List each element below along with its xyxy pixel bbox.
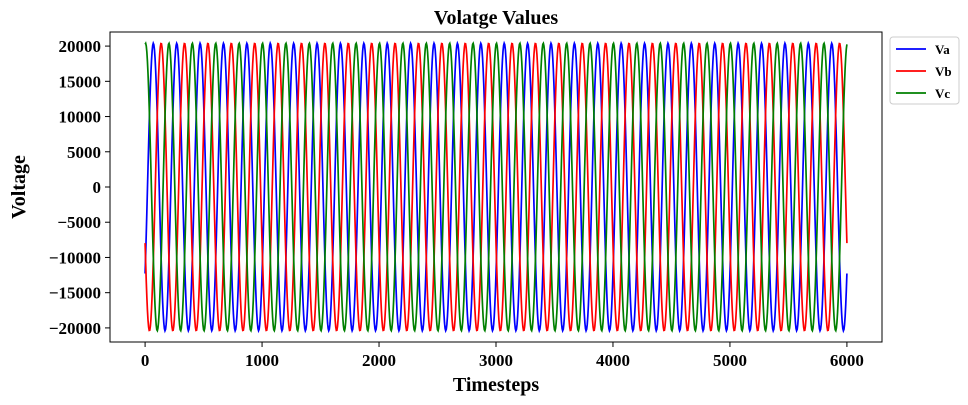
x-tick-label: 1000 <box>245 351 279 370</box>
y-tick-label: 5000 <box>67 143 101 162</box>
y-tick-label: −15000 <box>49 284 101 303</box>
x-tick-label: 4000 <box>596 351 630 370</box>
legend: Va Vb Vc <box>889 36 960 105</box>
x-tick-label: 3000 <box>479 351 513 370</box>
y-tick-label: 15000 <box>59 72 102 91</box>
series-line-vc <box>144 41 848 333</box>
x-axis-label: Timesteps <box>453 374 540 396</box>
y-tick-label: −10000 <box>49 248 101 267</box>
y-tick-label: 10000 <box>59 108 102 127</box>
x-tick-label: 2000 <box>362 351 396 370</box>
y-axis-label: Voltage <box>8 155 30 219</box>
legend-label-vc: Vc <box>935 86 950 101</box>
series-layer <box>144 40 848 334</box>
series-line-va <box>144 40 848 334</box>
y-axis: −20000 −15000 −10000 −5000 0 5000 10000 15000 20… <box>49 37 110 338</box>
x-tick-label: 0 <box>141 351 150 370</box>
series-line-vb <box>144 42 848 332</box>
legend-label-va: Va <box>935 42 950 57</box>
x-tick-label: 6000 <box>830 351 864 370</box>
y-tick-label: 0 <box>93 178 102 197</box>
y-tick-label: −5000 <box>57 213 101 232</box>
x-tick-label: 5000 <box>713 351 747 370</box>
legend-label-vb: Vb <box>935 64 952 79</box>
y-tick-label: −20000 <box>49 319 101 338</box>
x-axis: 0 1000 2000 3000 4000 5000 6000 <box>141 342 864 370</box>
chart-title: Volatge Values <box>434 7 559 29</box>
y-tick-label: 20000 <box>59 37 102 56</box>
